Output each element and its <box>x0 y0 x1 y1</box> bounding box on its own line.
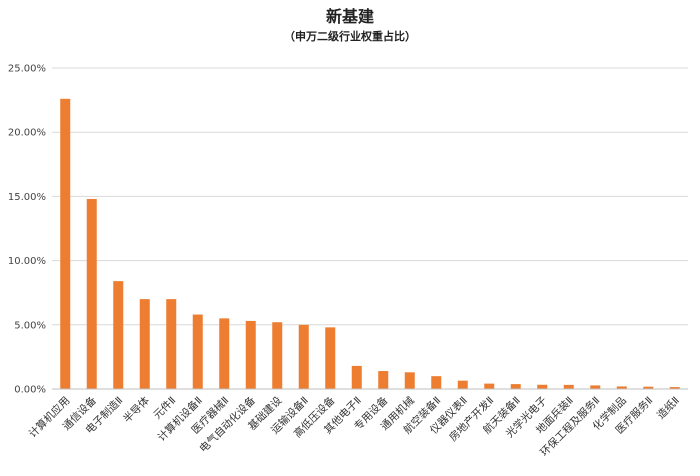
bar <box>86 198 97 389</box>
bar <box>669 387 680 389</box>
bar <box>245 320 256 389</box>
bar <box>537 384 548 389</box>
x-tick-label: 造纸Ⅱ <box>654 394 682 422</box>
y-tick-label: 0.00% <box>14 385 46 396</box>
bar <box>404 372 415 389</box>
x-tick-label: 计算机应用 <box>26 394 72 440</box>
bar <box>563 384 574 389</box>
bar <box>113 281 124 389</box>
y-tick-label: 10.00% <box>8 256 46 267</box>
bar <box>272 322 283 389</box>
chart-title: 新基建 <box>326 7 374 26</box>
bar <box>298 324 309 389</box>
bar <box>139 299 150 389</box>
bar <box>590 385 601 389</box>
y-tick-label: 5.00% <box>14 320 46 331</box>
bar <box>378 371 389 389</box>
gridlines <box>52 67 688 326</box>
y-tick-label: 15.00% <box>8 192 46 203</box>
bar <box>60 98 71 389</box>
x-tick-label: 半导体 <box>120 394 152 426</box>
bar <box>351 365 362 389</box>
bar <box>616 386 627 389</box>
bar <box>510 384 521 389</box>
y-axis-ticks: 0.00% 5.00% 10.00% 15.00% 20.00% 25.00% <box>8 64 46 396</box>
y-tick-label: 20.00% <box>8 128 46 139</box>
bar <box>219 318 230 389</box>
bars <box>60 98 680 389</box>
y-tick-label: 25.00% <box>8 64 46 75</box>
bar <box>431 376 442 389</box>
bar <box>192 314 203 389</box>
bar <box>166 299 177 389</box>
bar <box>325 327 336 389</box>
bar <box>484 383 495 389</box>
bar <box>643 386 654 389</box>
bar <box>457 380 468 389</box>
chart-subtitle: （申万二级行业权重占比） <box>284 29 416 43</box>
